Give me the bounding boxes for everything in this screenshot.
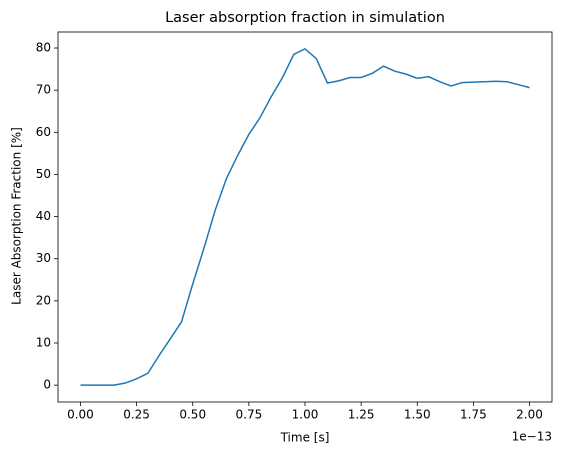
x-tick-label: 2.00 (516, 408, 543, 422)
plot-frame (57, 31, 553, 403)
chart-title: Laser absorption fraction in simulation (165, 10, 445, 26)
x-tick-label: 1.50 (404, 408, 431, 422)
x-tick-label: 0.25 (123, 408, 150, 422)
y-tick-label: 70 (36, 83, 51, 97)
x-axis-label: Time [s] (280, 431, 330, 445)
y-tick-label: 0 (43, 378, 51, 392)
y-tick-label: 30 (36, 251, 51, 265)
y-tick-label: 20 (36, 293, 51, 307)
data-line (80, 47, 530, 386)
x-tick-label: 0.50 (179, 408, 206, 422)
x-tick-label: 1.75 (460, 408, 487, 422)
y-axis-label: Laser Absorption Fraction [%] (10, 127, 24, 305)
x-offset-label: 1e−13 (512, 430, 552, 444)
y-tick-label: 10 (36, 336, 51, 350)
x-tick-label: 0.00 (67, 408, 94, 422)
y-tick-label: 80 (36, 41, 51, 55)
y-tick-label: 40 (36, 209, 51, 223)
x-tick-label: 0.75 (236, 408, 263, 422)
x-tick-label: 1.25 (348, 408, 375, 422)
x-tick-label: 1.00 (292, 408, 319, 422)
y-tick-label: 50 (36, 167, 51, 181)
y-tick-label: 60 (36, 125, 51, 139)
